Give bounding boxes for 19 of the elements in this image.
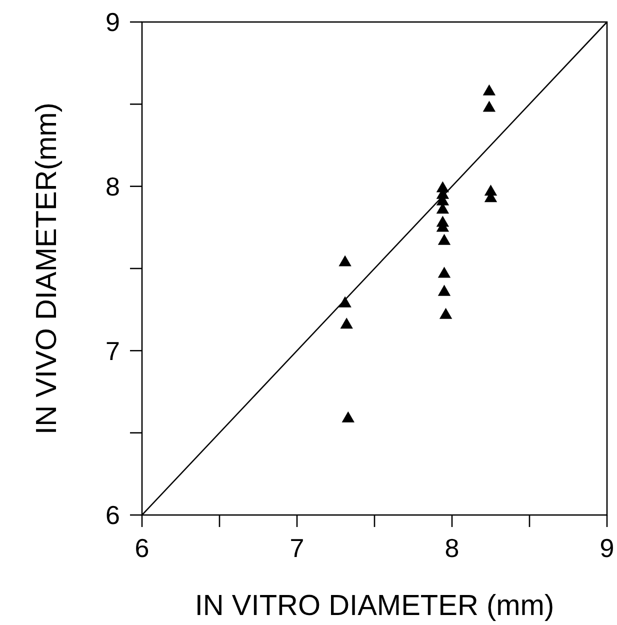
x-tick-label: 6 [134, 533, 150, 563]
point [342, 411, 355, 422]
point [340, 318, 353, 329]
y-tick-label: 9 [106, 7, 120, 38]
y-axis-title: IN VIVO DIAMETER(mm) [31, 102, 63, 434]
point [438, 284, 451, 296]
y-tick-label: 7 [106, 336, 120, 366]
point [439, 308, 452, 319]
y-tick-label: 6 [106, 500, 120, 530]
point [482, 84, 496, 96]
x-axis-title: IN VITRO DIAMETER (mm) [194, 590, 554, 622]
point [482, 100, 496, 112]
x-tick-label: 9 [600, 533, 614, 563]
y-tick-label: 8 [106, 171, 120, 202]
x-tick-label: 8 [444, 533, 460, 563]
point [438, 266, 451, 278]
x-tick-label: 7 [290, 533, 304, 563]
point [438, 234, 451, 245]
point [338, 255, 352, 266]
